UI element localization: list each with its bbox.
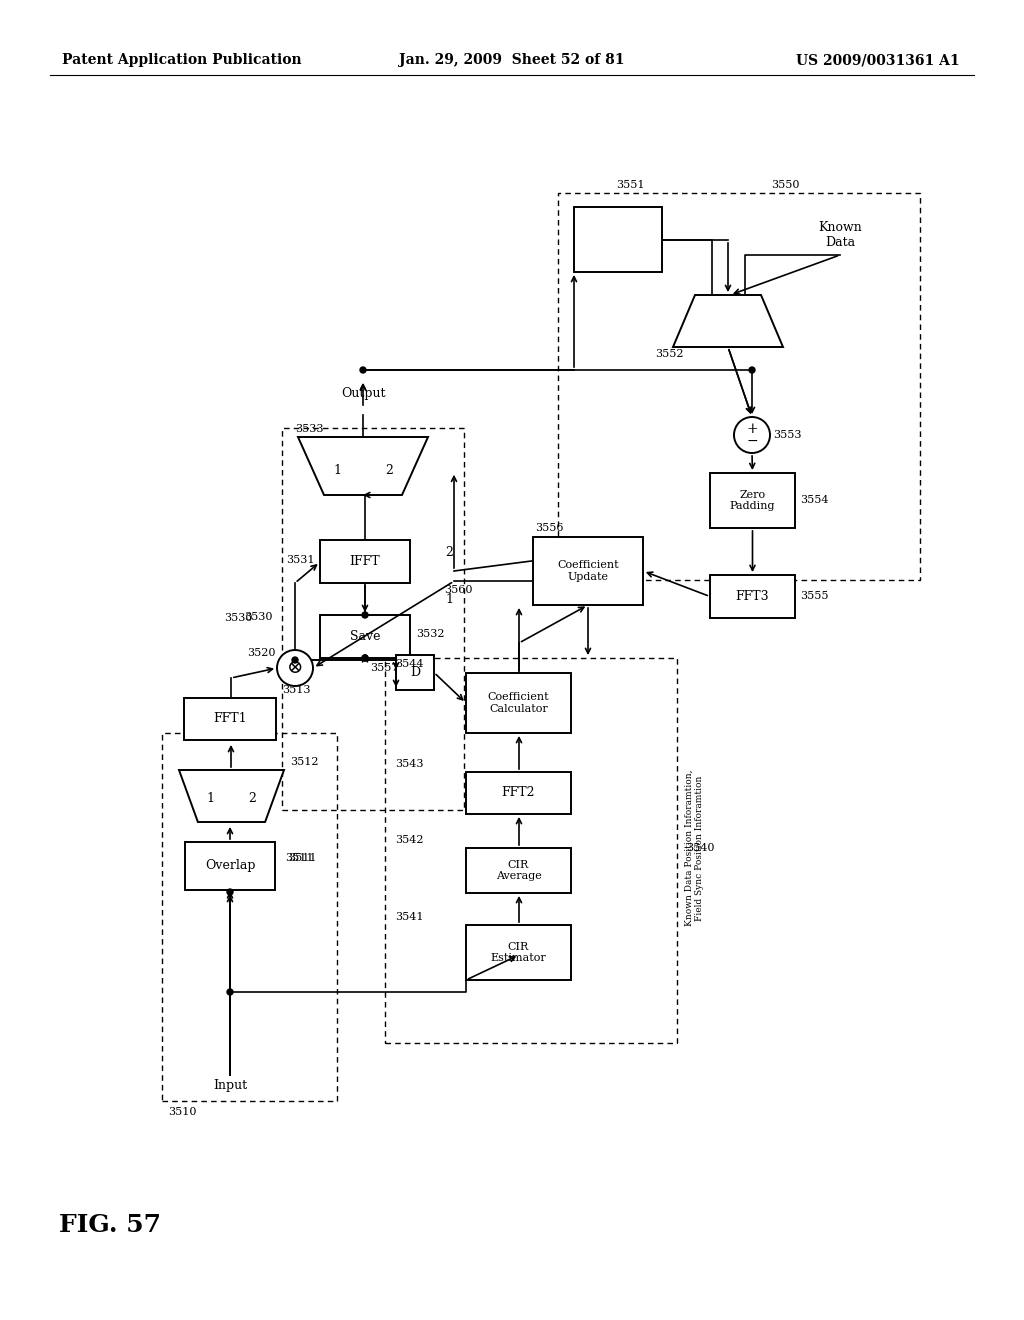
Text: 2: 2 <box>445 546 453 560</box>
Text: 3553: 3553 <box>773 430 802 440</box>
Text: 3511: 3511 <box>288 853 316 863</box>
Text: 3530: 3530 <box>244 612 272 622</box>
Circle shape <box>360 367 366 374</box>
Circle shape <box>227 888 233 895</box>
Text: 3542: 3542 <box>395 836 424 845</box>
Circle shape <box>734 417 770 453</box>
Text: Input: Input <box>213 1078 247 1092</box>
Text: 3554: 3554 <box>800 495 828 506</box>
Text: 1: 1 <box>333 465 341 477</box>
Text: 3532: 3532 <box>416 630 444 639</box>
Text: 3550: 3550 <box>771 180 800 190</box>
Text: 3533: 3533 <box>295 424 324 434</box>
Text: FFT3: FFT3 <box>735 590 769 603</box>
Text: 3530: 3530 <box>224 612 252 623</box>
Bar <box>558 193 920 579</box>
Text: FFT1: FFT1 <box>213 713 247 726</box>
Bar <box>574 207 662 272</box>
Bar <box>466 772 571 814</box>
Text: 3552: 3552 <box>655 348 683 359</box>
Text: 3512: 3512 <box>290 756 318 767</box>
Polygon shape <box>298 437 428 495</box>
Text: CIR
Estimator: CIR Estimator <box>490 941 547 964</box>
Text: 3531: 3531 <box>286 554 314 565</box>
Text: +: + <box>746 422 758 436</box>
Circle shape <box>227 989 233 995</box>
Circle shape <box>362 655 368 661</box>
Text: 3557: 3557 <box>370 663 398 673</box>
Text: Save: Save <box>350 630 380 643</box>
Text: Known
Data: Known Data <box>818 220 862 249</box>
Text: 3543: 3543 <box>395 759 424 770</box>
Text: FIG. 57: FIG. 57 <box>59 1213 161 1237</box>
Text: 1: 1 <box>207 792 214 805</box>
Text: 3544: 3544 <box>395 659 424 669</box>
Circle shape <box>749 367 755 374</box>
Bar <box>162 733 337 1101</box>
Text: 3560: 3560 <box>444 585 472 595</box>
Circle shape <box>278 649 313 686</box>
Bar <box>534 537 643 605</box>
Polygon shape <box>673 294 783 347</box>
Text: IFFT: IFFT <box>349 554 380 568</box>
Bar <box>319 540 410 583</box>
Bar <box>282 428 464 810</box>
Bar <box>710 473 795 528</box>
Bar <box>385 657 677 1043</box>
Text: Known Data Position Inforamtion,
Field Sync Position Inforamtion: Known Data Position Inforamtion, Field S… <box>685 770 705 927</box>
Text: US 2009/0031361 A1: US 2009/0031361 A1 <box>797 53 961 67</box>
Circle shape <box>292 657 298 663</box>
Bar <box>185 842 275 890</box>
Text: 3541: 3541 <box>395 912 424 921</box>
Text: D: D <box>410 667 420 678</box>
Text: 1: 1 <box>445 593 453 606</box>
Circle shape <box>362 612 368 618</box>
Bar <box>396 655 434 690</box>
Text: 3551: 3551 <box>615 180 644 190</box>
Bar <box>466 925 571 979</box>
Bar <box>710 576 795 618</box>
Text: 3511: 3511 <box>285 853 313 863</box>
Text: Coefficient
Update: Coefficient Update <box>557 560 618 582</box>
Text: 3555: 3555 <box>800 591 828 601</box>
Text: 3513: 3513 <box>282 685 310 696</box>
Text: ⊗: ⊗ <box>287 659 303 677</box>
Text: Jan. 29, 2009  Sheet 52 of 81: Jan. 29, 2009 Sheet 52 of 81 <box>399 53 625 67</box>
Text: CIR
Average: CIR Average <box>496 859 542 882</box>
Text: 3556: 3556 <box>535 523 563 533</box>
Text: Output: Output <box>341 387 385 400</box>
Bar <box>466 673 571 733</box>
Circle shape <box>362 655 368 661</box>
Text: 3510: 3510 <box>168 1107 197 1117</box>
Text: Zero
Padding: Zero Padding <box>730 490 775 511</box>
Bar <box>184 698 276 741</box>
Text: 3520: 3520 <box>247 648 275 657</box>
Text: Coefficient
Calculator: Coefficient Calculator <box>487 692 549 714</box>
Text: 2: 2 <box>249 792 256 805</box>
Text: FFT2: FFT2 <box>502 787 536 800</box>
Text: −: − <box>746 434 758 447</box>
Text: Overlap: Overlap <box>205 859 255 873</box>
Text: 2: 2 <box>385 465 393 477</box>
Text: 3540: 3540 <box>686 843 715 853</box>
Polygon shape <box>179 770 284 822</box>
Text: Patent Application Publication: Patent Application Publication <box>62 53 302 67</box>
Bar <box>319 615 410 657</box>
Bar <box>466 847 571 894</box>
